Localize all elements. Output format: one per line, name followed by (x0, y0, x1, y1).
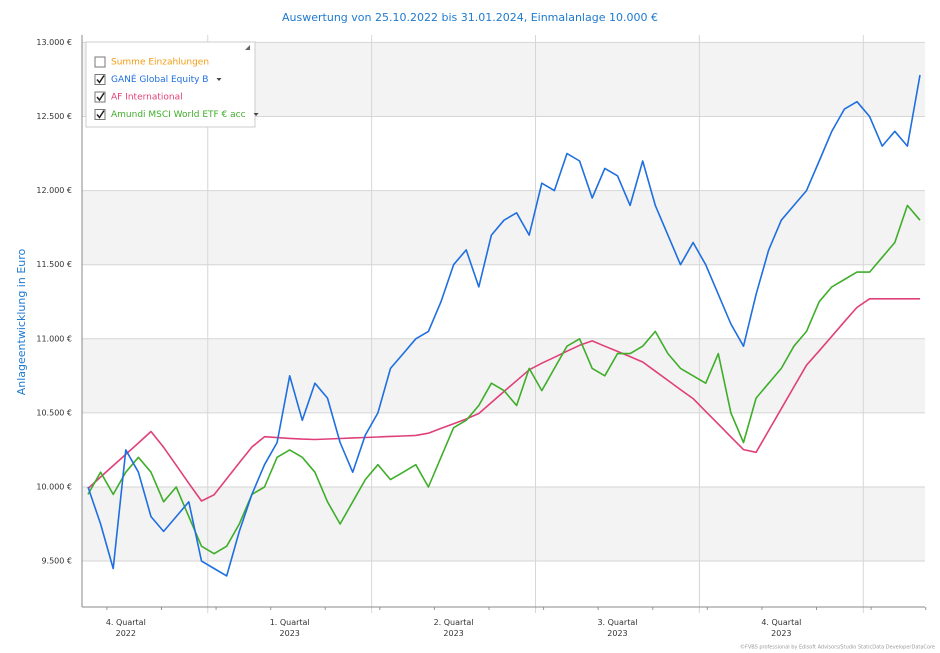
legend-check (96, 110, 105, 119)
x-tick-label: 2. Quartal 2023 (434, 618, 474, 638)
series-line (87, 204, 921, 555)
y-tick-label: 11.000 € (36, 334, 72, 343)
x-tick-label-line: 2022 (116, 629, 136, 638)
legend-menu-arrow[interactable] (253, 113, 259, 116)
x-tick-label: 4. Quartal 2023 (761, 618, 801, 638)
x-tick-label-line: 3. Quartal (597, 618, 637, 627)
legend-menu-arrow[interactable] (216, 78, 222, 81)
y-tick-label: 12.500 € (36, 112, 72, 121)
x-tick-label-line: 2023 (771, 629, 791, 638)
chart-title: Auswertung von 25.10.2022 bis 31.01.2024… (282, 11, 658, 24)
legend-label[interactable]: AF International (111, 93, 183, 103)
x-tick-label-line: 2. Quartal (434, 618, 474, 627)
grid-band (82, 190, 925, 265)
x-tick-label: 3. Quartal 2023 (597, 618, 637, 638)
x-tick-label-line: 2023 (443, 629, 463, 638)
legend-check (96, 75, 105, 84)
legend-checkbox[interactable] (94, 74, 106, 85)
legend-checkbox[interactable] (94, 109, 106, 120)
legend-checkbox[interactable] (94, 91, 106, 103)
x-tick-label: 4. Quartal 2022 (106, 618, 146, 638)
x-tick-label-line: 1. Quartal (270, 618, 310, 627)
x-tick-label-line: 2023 (280, 629, 300, 638)
y-tick-label: 10.000 € (36, 482, 72, 491)
y-tick-label: 9.500 € (41, 557, 72, 566)
y-tick-label: 12.000 € (36, 186, 72, 195)
legend-check (96, 92, 105, 102)
series-line (87, 74, 921, 577)
y-tick-label: 11.500 € (36, 260, 72, 269)
legend-label[interactable]: GANÉ Global Equity B (111, 73, 208, 85)
y-tick-label: 10.500 € (36, 408, 72, 417)
y-tick-label: 13.000 € (36, 38, 72, 47)
x-tick-label-line: 4. Quartal (106, 618, 146, 627)
x-tick-label: 1. Quartal 2023 (270, 618, 310, 638)
legend-checkbox[interactable] (94, 56, 106, 68)
y-axis-label: Anlageentwicklung in Euro (15, 248, 28, 395)
legend-box (85, 41, 256, 128)
legend-corner (245, 45, 250, 50)
legend-label[interactable]: Summe Einzahlungen (111, 58, 209, 68)
x-tick-label-line: 4. Quartal (761, 618, 801, 627)
legend-label[interactable]: Amundi MSCI World ETF € acc (111, 110, 246, 120)
footer: ©FVBS professional by Edisoft Advisors/S… (740, 644, 935, 651)
grid-band (82, 338, 925, 413)
x-tick-label-line: 2023 (607, 629, 627, 638)
